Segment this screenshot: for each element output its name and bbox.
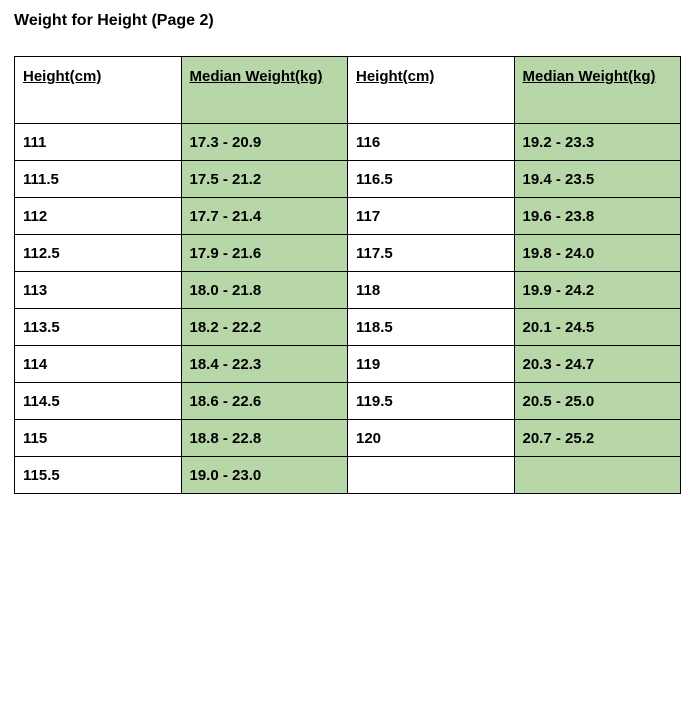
- header-weight-left: Median Weight(kg): [180, 56, 348, 124]
- weight-cell: 20.1 - 24.5: [513, 308, 681, 346]
- height-cell: 114.5: [14, 382, 182, 420]
- weight-cell: 19.8 - 24.0: [513, 234, 681, 272]
- height-cell: 115.5: [14, 456, 182, 494]
- table-header-row: Height(cm) Median Weight(kg) Height(cm) …: [14, 56, 681, 124]
- weight-cell: 19.0 - 23.0: [180, 456, 348, 494]
- weight-cell: 19.2 - 23.3: [513, 123, 681, 161]
- height-cell: 119.5: [347, 382, 515, 420]
- height-cell: 113.5: [14, 308, 182, 346]
- height-cell: 116: [347, 123, 515, 161]
- weight-cell: 18.2 - 22.2: [180, 308, 348, 346]
- header-height-left: Height(cm): [14, 56, 182, 124]
- weight-cell: 18.4 - 22.3: [180, 345, 348, 383]
- weight-cell: 17.5 - 21.2: [180, 160, 348, 198]
- height-cell: 117.5: [347, 234, 515, 272]
- height-cell: 112.5: [14, 234, 182, 272]
- weight-cell: 17.7 - 21.4: [180, 197, 348, 235]
- table-row: 115 18.8 - 22.8 120 20.7 - 25.2: [14, 419, 681, 457]
- header-weight-right: Median Weight(kg): [513, 56, 681, 124]
- height-cell: 113: [14, 271, 182, 309]
- table-row: 111 17.3 - 20.9 116 19.2 - 23.3: [14, 123, 681, 161]
- page-title: Weight for Height (Page 2): [14, 12, 214, 29]
- height-cell: 111: [14, 123, 182, 161]
- weight-cell: 19.6 - 23.8: [513, 197, 681, 235]
- weight-cell: 17.3 - 20.9: [180, 123, 348, 161]
- height-cell: 112: [14, 197, 182, 235]
- weight-cell: 19.4 - 23.5: [513, 160, 681, 198]
- table-row: 114 18.4 - 22.3 119 20.3 - 24.7: [14, 345, 681, 383]
- table-row: 113 18.0 - 21.8 118 19.9 - 24.2: [14, 271, 681, 309]
- height-cell: 117: [347, 197, 515, 235]
- table-row: 111.5 17.5 - 21.2 116.5 19.4 - 23.5: [14, 160, 681, 198]
- height-cell: 116.5: [347, 160, 515, 198]
- weight-cell: 17.9 - 21.6: [180, 234, 348, 272]
- weight-cell: 20.7 - 25.2: [513, 419, 681, 457]
- table-row: 115.5 19.0 - 23.0: [14, 456, 681, 494]
- height-cell: 114: [14, 345, 182, 383]
- table-row: 114.5 18.6 - 22.6 119.5 20.5 - 25.0: [14, 382, 681, 420]
- weight-cell: 20.3 - 24.7: [513, 345, 681, 383]
- height-cell: 115: [14, 419, 182, 457]
- height-cell: 120: [347, 419, 515, 457]
- weight-cell: 19.9 - 24.2: [513, 271, 681, 309]
- table-row: 112.5 17.9 - 21.6 117.5 19.8 - 24.0: [14, 234, 681, 272]
- height-cell: [347, 456, 515, 494]
- table-row: 112 17.7 - 21.4 117 19.6 - 23.8: [14, 197, 681, 235]
- weight-cell: 18.0 - 21.8: [180, 271, 348, 309]
- header-height-right: Height(cm): [347, 56, 515, 124]
- weight-cell: 20.5 - 25.0: [513, 382, 681, 420]
- weight-cell: 18.6 - 22.6: [180, 382, 348, 420]
- height-cell: 118: [347, 271, 515, 309]
- height-cell: 119: [347, 345, 515, 383]
- height-cell: 111.5: [14, 160, 182, 198]
- table-row: 113.5 18.2 - 22.2 118.5 20.1 - 24.5: [14, 308, 681, 346]
- weight-for-height-table: Height(cm) Median Weight(kg) Height(cm) …: [14, 56, 681, 494]
- weight-cell: [513, 456, 681, 494]
- height-cell: 118.5: [347, 308, 515, 346]
- weight-cell: 18.8 - 22.8: [180, 419, 348, 457]
